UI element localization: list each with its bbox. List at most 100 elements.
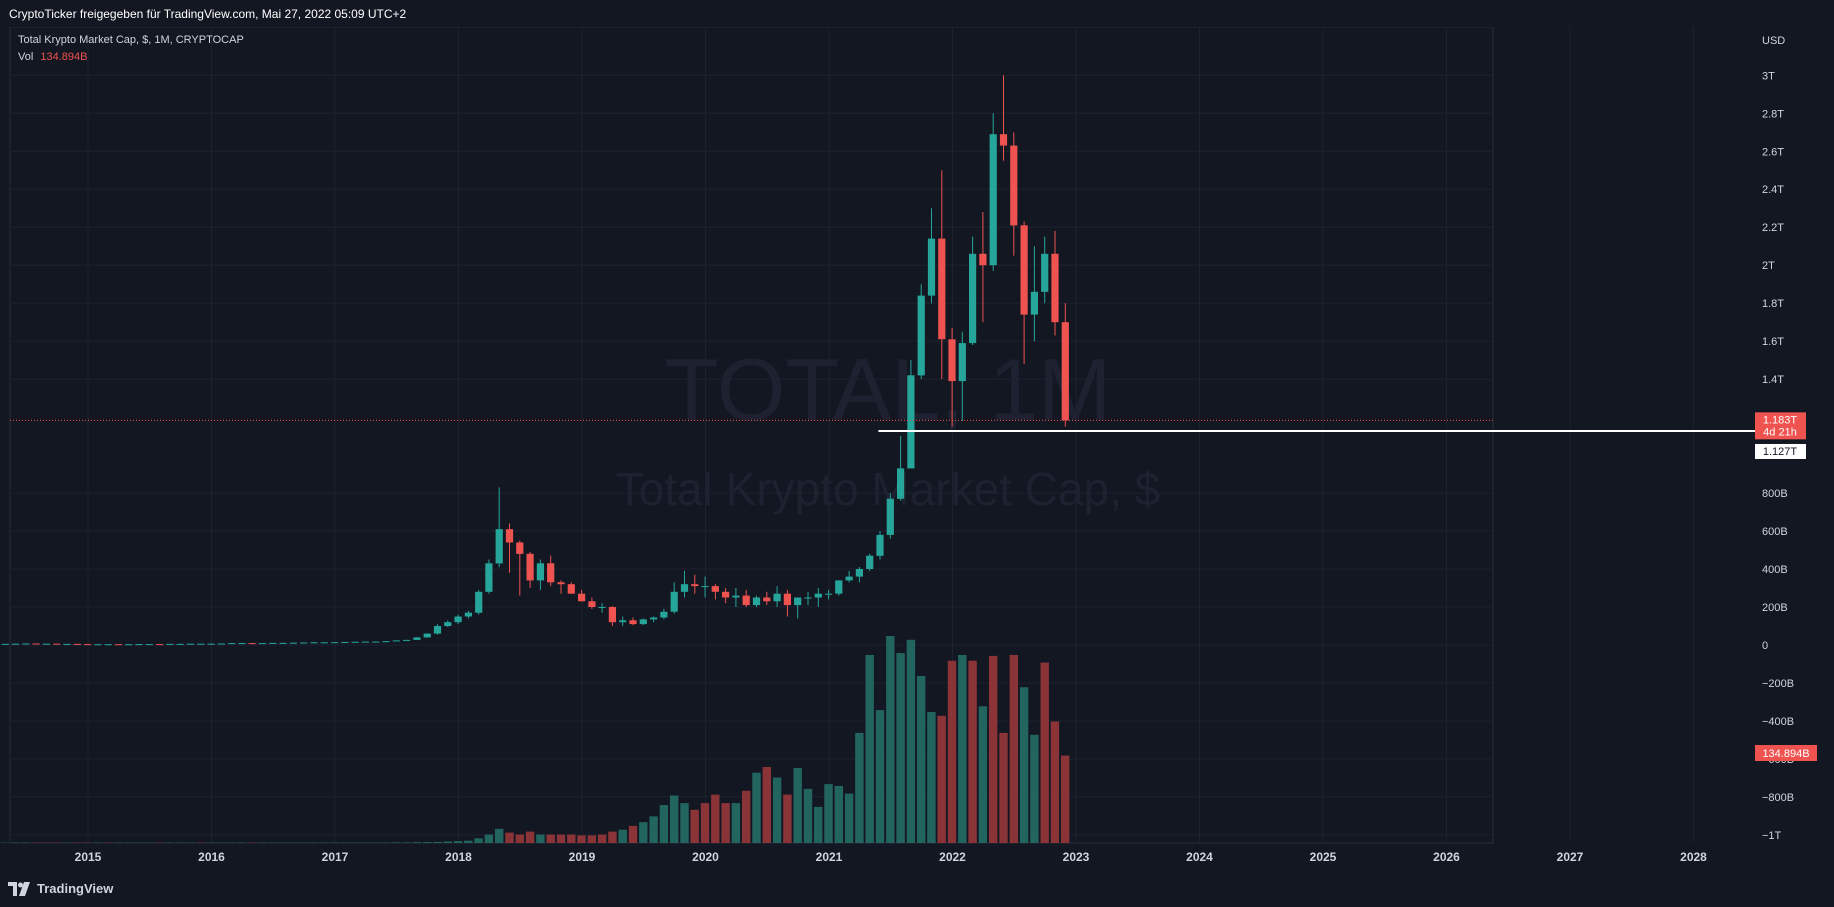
top-bar: CryptoTicker freigegeben für TradingView… [0,0,1834,27]
candle-body [228,643,236,645]
candle [22,643,30,645]
candle [855,567,863,583]
series-legend[interactable]: Total Krypto Market Cap, $, 1M, CRYPTOCA… [18,34,244,46]
volume-bar [412,842,422,843]
volume-bar [392,842,401,843]
candle-body [917,295,925,376]
volume-bar [546,834,555,843]
candle-body [1051,253,1059,323]
candle-body [969,253,977,344]
candle [289,642,297,644]
candle [372,641,380,643]
y-tick-label: 2.4T [1762,184,1784,196]
volume-bar [937,715,946,843]
candle-body [886,498,894,535]
volume-bar [608,831,617,843]
y-tick-label: 2T [1762,260,1775,272]
volume-bar [505,832,514,843]
watermark-symbol: TOTAL, 1M [665,340,1112,439]
candle-body [927,238,936,296]
candle [608,606,616,626]
candle-body [145,644,153,646]
volume-bar [639,822,648,843]
volume-bar [814,806,823,843]
volume-bar [844,793,854,843]
candle-body [742,595,750,606]
candle [300,642,308,644]
candle-body [94,644,102,646]
volume-label: Vol [18,51,34,63]
candle [166,643,174,645]
candle-body [63,643,71,645]
candle-body [711,586,719,592]
y-tick-label: 2.6T [1762,146,1784,158]
candle-body [1010,145,1018,226]
y-tick-label: 1.4T [1762,374,1784,386]
candle-body [876,534,884,556]
candle-body [557,582,565,585]
candle [958,331,966,421]
candle-body [1,643,9,645]
candle-body [22,643,30,645]
candle [63,643,71,645]
volume-bar [700,803,710,843]
candle [588,597,596,609]
candle [1061,303,1069,427]
volume-bar [484,834,494,843]
candle-body [176,643,184,645]
candle [948,327,956,427]
price-axis: 3T 2.8T 2.6T 2.4T 2.2T 2T 1.8T 1.6T 1.4T 800B 600B… [1755,35,1817,842]
candle-body [444,622,452,626]
candle [701,576,709,598]
candle-body [701,586,709,588]
candle-body [197,643,205,645]
x-tick-label: 2024 [1186,850,1213,864]
candle [825,589,833,600]
candle [433,624,442,635]
x-tick-label: 2025 [1310,850,1337,864]
candle-body [825,593,833,595]
volume-bar [783,794,792,843]
volume-legend[interactable]: Vol 134.894B [18,51,87,63]
volume-bar [597,834,607,843]
candle-body [505,529,514,543]
chart-overlays [10,419,1755,432]
candle-body [639,619,647,625]
candle-body [372,641,380,643]
candle-body [217,643,225,645]
candle [866,553,874,571]
volume-bar [824,784,833,843]
candle-body [958,343,966,382]
candle [578,589,586,602]
y-tick-label: −800B [1762,792,1794,804]
candle-body [238,643,246,645]
candle [176,643,184,645]
candle [310,642,318,644]
volume-bar [989,655,998,843]
candle-body [516,542,524,554]
candle-body [722,591,730,598]
volume-bar [958,655,967,843]
x-tick-label: 2027 [1557,850,1584,864]
volume-bar [433,841,442,843]
support-price-tag [1755,443,1806,459]
y-tick-label: 800B [1762,488,1788,500]
volume-bar [772,777,782,843]
candle [464,610,472,619]
candle [1020,221,1028,364]
candle-body [392,640,400,642]
y-tick-label: −200B [1762,678,1794,690]
candle-body [310,642,318,644]
candle [639,618,647,626]
candle-body [289,642,297,644]
tradingview-logo[interactable]: TradingView [8,881,113,896]
tradingview-logo-icon [8,881,30,896]
candle-body [948,339,956,382]
candle-body [11,643,20,645]
volume-bar [525,831,535,843]
y-tick-label: 3T [1762,70,1775,82]
volume-bar [947,660,957,843]
candle-body [526,553,534,581]
candle-body [752,597,761,606]
